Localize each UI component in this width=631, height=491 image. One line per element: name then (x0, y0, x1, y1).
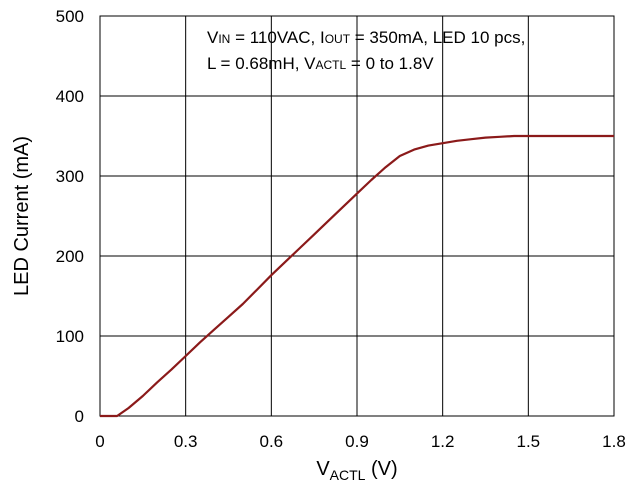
y-tick-label: 200 (56, 247, 84, 266)
series-line (100, 134, 614, 418)
annotation-line-1: VIN = 110VAC, IOUT = 350mA, LED 10 pcs, (207, 28, 525, 47)
annotation-line-2: L = 0.68mH, VACTL = 0 to 1.8V (207, 54, 434, 73)
y-tick-label: 300 (56, 167, 84, 186)
x-tick-label: 0 (95, 432, 104, 451)
y-axis-title: LED Current (mA) (11, 136, 33, 296)
y-tick-label: 400 (56, 87, 84, 106)
x-tick-label: 1.8 (602, 432, 626, 451)
x-axis-title-sub: ACTL (330, 467, 366, 483)
y-tick-label: 0 (75, 407, 84, 426)
x-axis-title-main: V (316, 458, 330, 480)
grid-lines (100, 16, 614, 416)
x-tick-label: 1.2 (431, 432, 455, 451)
x-axis-ticks: 0 0.3 0.6 0.9 1.2 1.5 1.8 (95, 432, 626, 451)
x-tick-label: 1.5 (517, 432, 541, 451)
condition-annotation: VIN = 110VAC, IOUT = 350mA, LED 10 pcs, L… (207, 28, 525, 73)
y-axis-ticks: 0 100 200 300 400 500 (56, 7, 84, 426)
x-tick-label: 0.9 (345, 432, 369, 451)
x-tick-label: 0.6 (260, 432, 284, 451)
x-axis-title: VACTL (V) (316, 458, 397, 483)
y-tick-label: 100 (56, 327, 84, 346)
y-tick-label: 500 (56, 7, 84, 26)
x-tick-label: 0.3 (174, 432, 198, 451)
plot-frame (99, 15, 615, 417)
x-axis-title-unit: (V) (365, 458, 397, 480)
